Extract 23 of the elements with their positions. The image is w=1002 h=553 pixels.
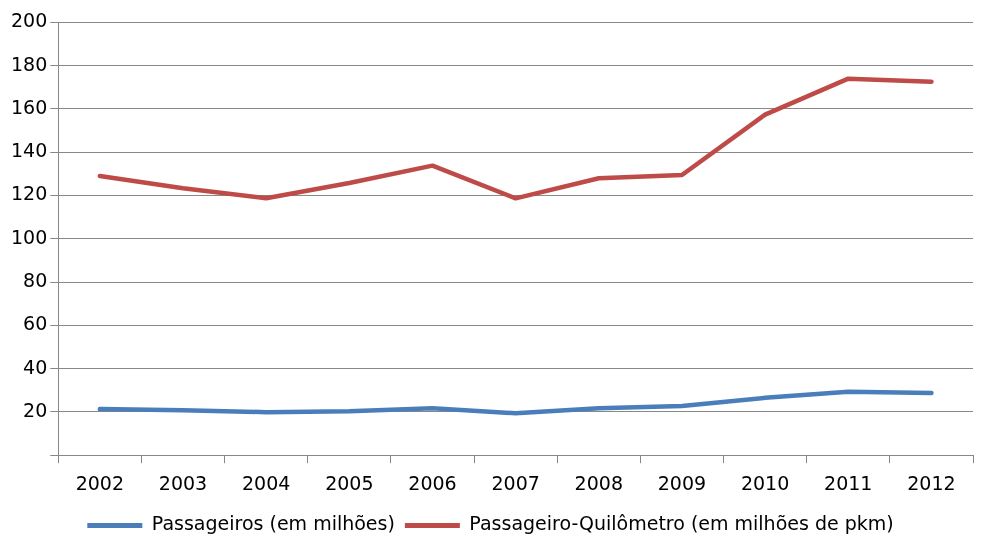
x-tick-label: 2007 <box>491 471 540 494</box>
legend-label: Passageiros (em milhões) <box>151 512 395 535</box>
x-tick-label: 2006 <box>408 471 457 494</box>
x-tick-label: 2009 <box>657 471 707 494</box>
x-tick-label: 2011 <box>824 471 873 494</box>
x-tick-label: 2005 <box>325 471 374 494</box>
y-tick-label: 160 <box>11 95 48 118</box>
x-tick-label: 2002 <box>75 471 125 494</box>
y-tick-label: 120 <box>11 182 48 205</box>
x-tick-label: 2004 <box>241 471 291 494</box>
y-tick-label: 40 <box>23 355 48 378</box>
y-tick-label: 20 <box>23 398 48 421</box>
y-tick-label: 60 <box>23 312 48 335</box>
y-tick-label: 100 <box>11 225 48 248</box>
x-tick-label: 2008 <box>574 471 623 494</box>
x-tick-label: 2012 <box>907 471 956 494</box>
y-tick-label: 80 <box>23 269 48 292</box>
y-tick-label: 180 <box>11 52 48 75</box>
x-tick-label: 2010 <box>740 471 790 494</box>
y-tick-label: 200 <box>11 9 48 32</box>
y-tick-label: 140 <box>11 139 48 162</box>
legend-label: Passageiro-Quilômetro (em milhões de pkm) <box>469 512 894 535</box>
x-tick-label: 2003 <box>158 471 208 494</box>
